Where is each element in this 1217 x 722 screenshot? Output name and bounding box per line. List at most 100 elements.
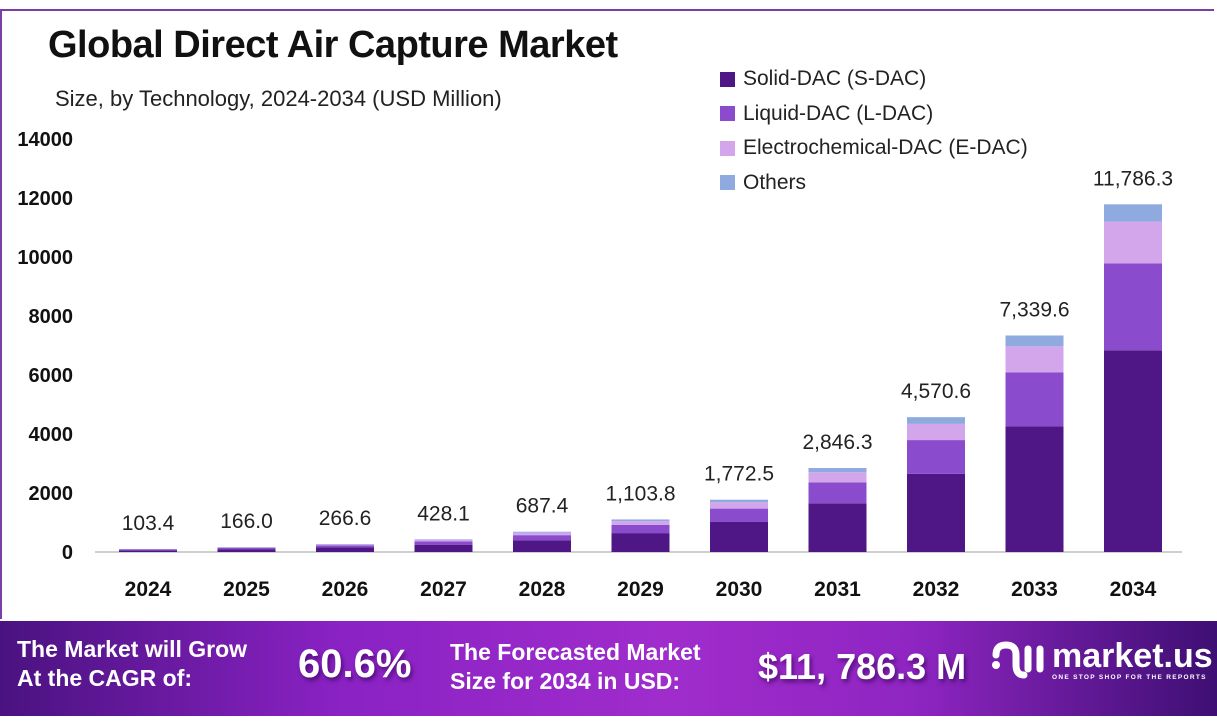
bar-segment-electrochemical-dac-e-dac[interactable] <box>710 502 768 509</box>
bar-segment-others[interactable] <box>710 499 768 503</box>
bar-segment-solid-dac-s-dac[interactable] <box>316 547 374 552</box>
bar-segment-others[interactable] <box>611 519 670 522</box>
market-us-logo[interactable]: market.us ONE STOP SHOP FOR THE REPORTS <box>990 639 1213 681</box>
bar-segment-others[interactable] <box>808 468 867 473</box>
cagr-label: The Market will Grow At the CAGR of: <box>17 635 247 693</box>
y-tick-label: 0 <box>62 542 73 564</box>
y-tick-label: 14000 <box>17 129 73 151</box>
bar-segment-others[interactable] <box>513 531 571 533</box>
forecast-value: $11, 786.3 M <box>758 646 967 687</box>
y-tick-label: 8000 <box>29 306 74 328</box>
total-data-label: 4,570.6 <box>901 380 971 403</box>
bar-segment-electrochemical-dac-e-dac[interactable] <box>217 547 276 548</box>
legend-label: Solid-DAC (S-DAC) <box>743 67 927 91</box>
forecast-label-line1: The Forecasted Market <box>450 639 701 665</box>
bar-segment-others[interactable] <box>1104 204 1162 222</box>
bar-segment-solid-dac-s-dac[interactable] <box>513 540 571 552</box>
bar-segment-liquid-dac-l-dac[interactable] <box>119 549 177 551</box>
bar-segment-others[interactable] <box>217 547 276 548</box>
legend-item-l-dac[interactable]: Liquid-DAC (L-DAC) <box>720 97 1028 132</box>
total-data-label: 7,339.6 <box>999 298 1069 321</box>
x-tick-label: 2025 <box>223 578 270 601</box>
bar-segment-others[interactable] <box>119 548 177 550</box>
y-tick-label: 12000 <box>17 188 73 210</box>
legend-item-e-dac[interactable]: Electrochemical-DAC (E-DAC) <box>720 131 1028 166</box>
y-tick-label: 4000 <box>29 424 74 446</box>
y-tick-label: 2000 <box>29 483 74 505</box>
legend-label: Others <box>743 170 807 194</box>
bar-segment-electrochemical-dac-e-dac[interactable] <box>1005 346 1064 373</box>
legend: Solid-DAC (S-DAC) Liquid-DAC (L-DAC) Ele… <box>720 62 1028 200</box>
total-data-label: 428.1 <box>417 502 470 525</box>
bar-segment-liquid-dac-l-dac[interactable] <box>907 440 965 474</box>
bar-segment-solid-dac-s-dac[interactable] <box>907 473 965 552</box>
x-tick-label: 2033 <box>1011 578 1058 601</box>
bar-segment-electrochemical-dac-e-dac[interactable] <box>1104 221 1162 264</box>
bar-segment-solid-dac-s-dac[interactable] <box>1104 350 1162 552</box>
x-tick-label: 2034 <box>1110 578 1157 601</box>
x-tick-label: 2030 <box>716 578 763 601</box>
total-data-label: 11,786.3 <box>1093 167 1173 190</box>
legend-label: Liquid-DAC (L-DAC) <box>743 101 934 125</box>
total-data-label: 1,103.8 <box>605 482 675 505</box>
bar-segment-electrochemical-dac-e-dac[interactable] <box>808 472 867 483</box>
bar-segment-electrochemical-dac-e-dac[interactable] <box>414 540 473 542</box>
forecast-label: The Forecasted Market Size for 2034 in U… <box>450 638 701 696</box>
bar-segment-others[interactable] <box>316 544 374 545</box>
bar-segment-solid-dac-s-dac[interactable] <box>414 544 473 552</box>
legend-label: Electrochemical-DAC (E-DAC) <box>743 136 1028 160</box>
chart-area: 0 2000 4000 6000 8000 10000 12000 14000 103.4 202… <box>17 129 1182 601</box>
legend-swatch-e-dac <box>720 140 735 156</box>
bar-segment-liquid-dac-l-dac[interactable] <box>217 547 276 550</box>
legend-swatch-s-dac <box>720 71 735 87</box>
bar-segment-solid-dac-s-dac[interactable] <box>119 550 177 552</box>
bar-segment-electrochemical-dac-e-dac[interactable] <box>513 532 571 536</box>
bar-segment-others[interactable] <box>1005 335 1064 347</box>
bar-segment-solid-dac-s-dac[interactable] <box>1005 426 1064 552</box>
x-tick-label: 2028 <box>519 578 566 601</box>
chart-subtitle: Size, by Technology, 2024-2034 (USD Mill… <box>55 86 502 111</box>
chart-frame <box>0 9 1214 619</box>
summary-banner: The Market will Grow At the CAGR of: 60.… <box>0 621 1217 716</box>
total-data-label: 687.4 <box>516 495 569 518</box>
legend-item-s-dac[interactable]: Solid-DAC (S-DAC) <box>720 62 1028 97</box>
bar-segment-liquid-dac-l-dac[interactable] <box>808 482 867 504</box>
bar-segment-solid-dac-s-dac[interactable] <box>808 503 867 552</box>
bar-segment-electrochemical-dac-e-dac[interactable] <box>316 544 374 546</box>
bar-segment-liquid-dac-l-dac[interactable] <box>414 541 473 545</box>
total-data-label: 266.6 <box>319 507 372 530</box>
forecast-label-line2: Size for 2034 in USD: <box>450 668 681 694</box>
bar-segment-solid-dac-s-dac[interactable] <box>611 533 670 552</box>
bar-segment-others[interactable] <box>907 417 965 424</box>
bar-segment-others[interactable] <box>414 539 473 541</box>
cagr-value: 60.6% <box>298 642 412 686</box>
bar-segment-liquid-dac-l-dac[interactable] <box>316 545 374 548</box>
bar-segment-liquid-dac-l-dac[interactable] <box>710 508 768 522</box>
bar-segment-liquid-dac-l-dac[interactable] <box>513 535 571 541</box>
bar-segment-liquid-dac-l-dac[interactable] <box>1104 263 1162 351</box>
total-data-label: 1,772.5 <box>704 463 774 486</box>
x-tick-label: 2027 <box>420 578 467 601</box>
legend-swatch-others <box>720 175 735 191</box>
y-tick-label: 6000 <box>29 365 74 387</box>
bar-segment-electrochemical-dac-e-dac[interactable] <box>611 521 670 525</box>
bar-segment-solid-dac-s-dac[interactable] <box>710 521 768 552</box>
x-tick-label: 2031 <box>814 578 861 601</box>
x-tick-label: 2032 <box>913 578 960 601</box>
x-tick-label: 2024 <box>125 578 172 601</box>
logo-name: market.us <box>1052 637 1213 675</box>
cagr-label-line2: At the CAGR of: <box>17 665 193 691</box>
bar-segment-solid-dac-s-dac[interactable] <box>217 549 276 552</box>
bar-segment-electrochemical-dac-e-dac[interactable] <box>907 423 965 441</box>
legend-swatch-l-dac <box>720 106 735 122</box>
logo-tagline: ONE STOP SHOP FOR THE REPORTS <box>1052 674 1207 681</box>
x-tick-label: 2026 <box>322 578 369 601</box>
bar-segment-liquid-dac-l-dac[interactable] <box>611 524 670 534</box>
total-data-label: 2,846.3 <box>802 431 872 454</box>
legend-item-others[interactable]: Others <box>720 166 1028 201</box>
bar-segment-liquid-dac-l-dac[interactable] <box>1005 372 1064 427</box>
chart-title: Global Direct Air Capture Market <box>48 24 618 66</box>
y-tick-label: 10000 <box>17 247 73 269</box>
cagr-label-line1: The Market will Grow <box>17 636 248 662</box>
logo-icon <box>992 641 1044 679</box>
